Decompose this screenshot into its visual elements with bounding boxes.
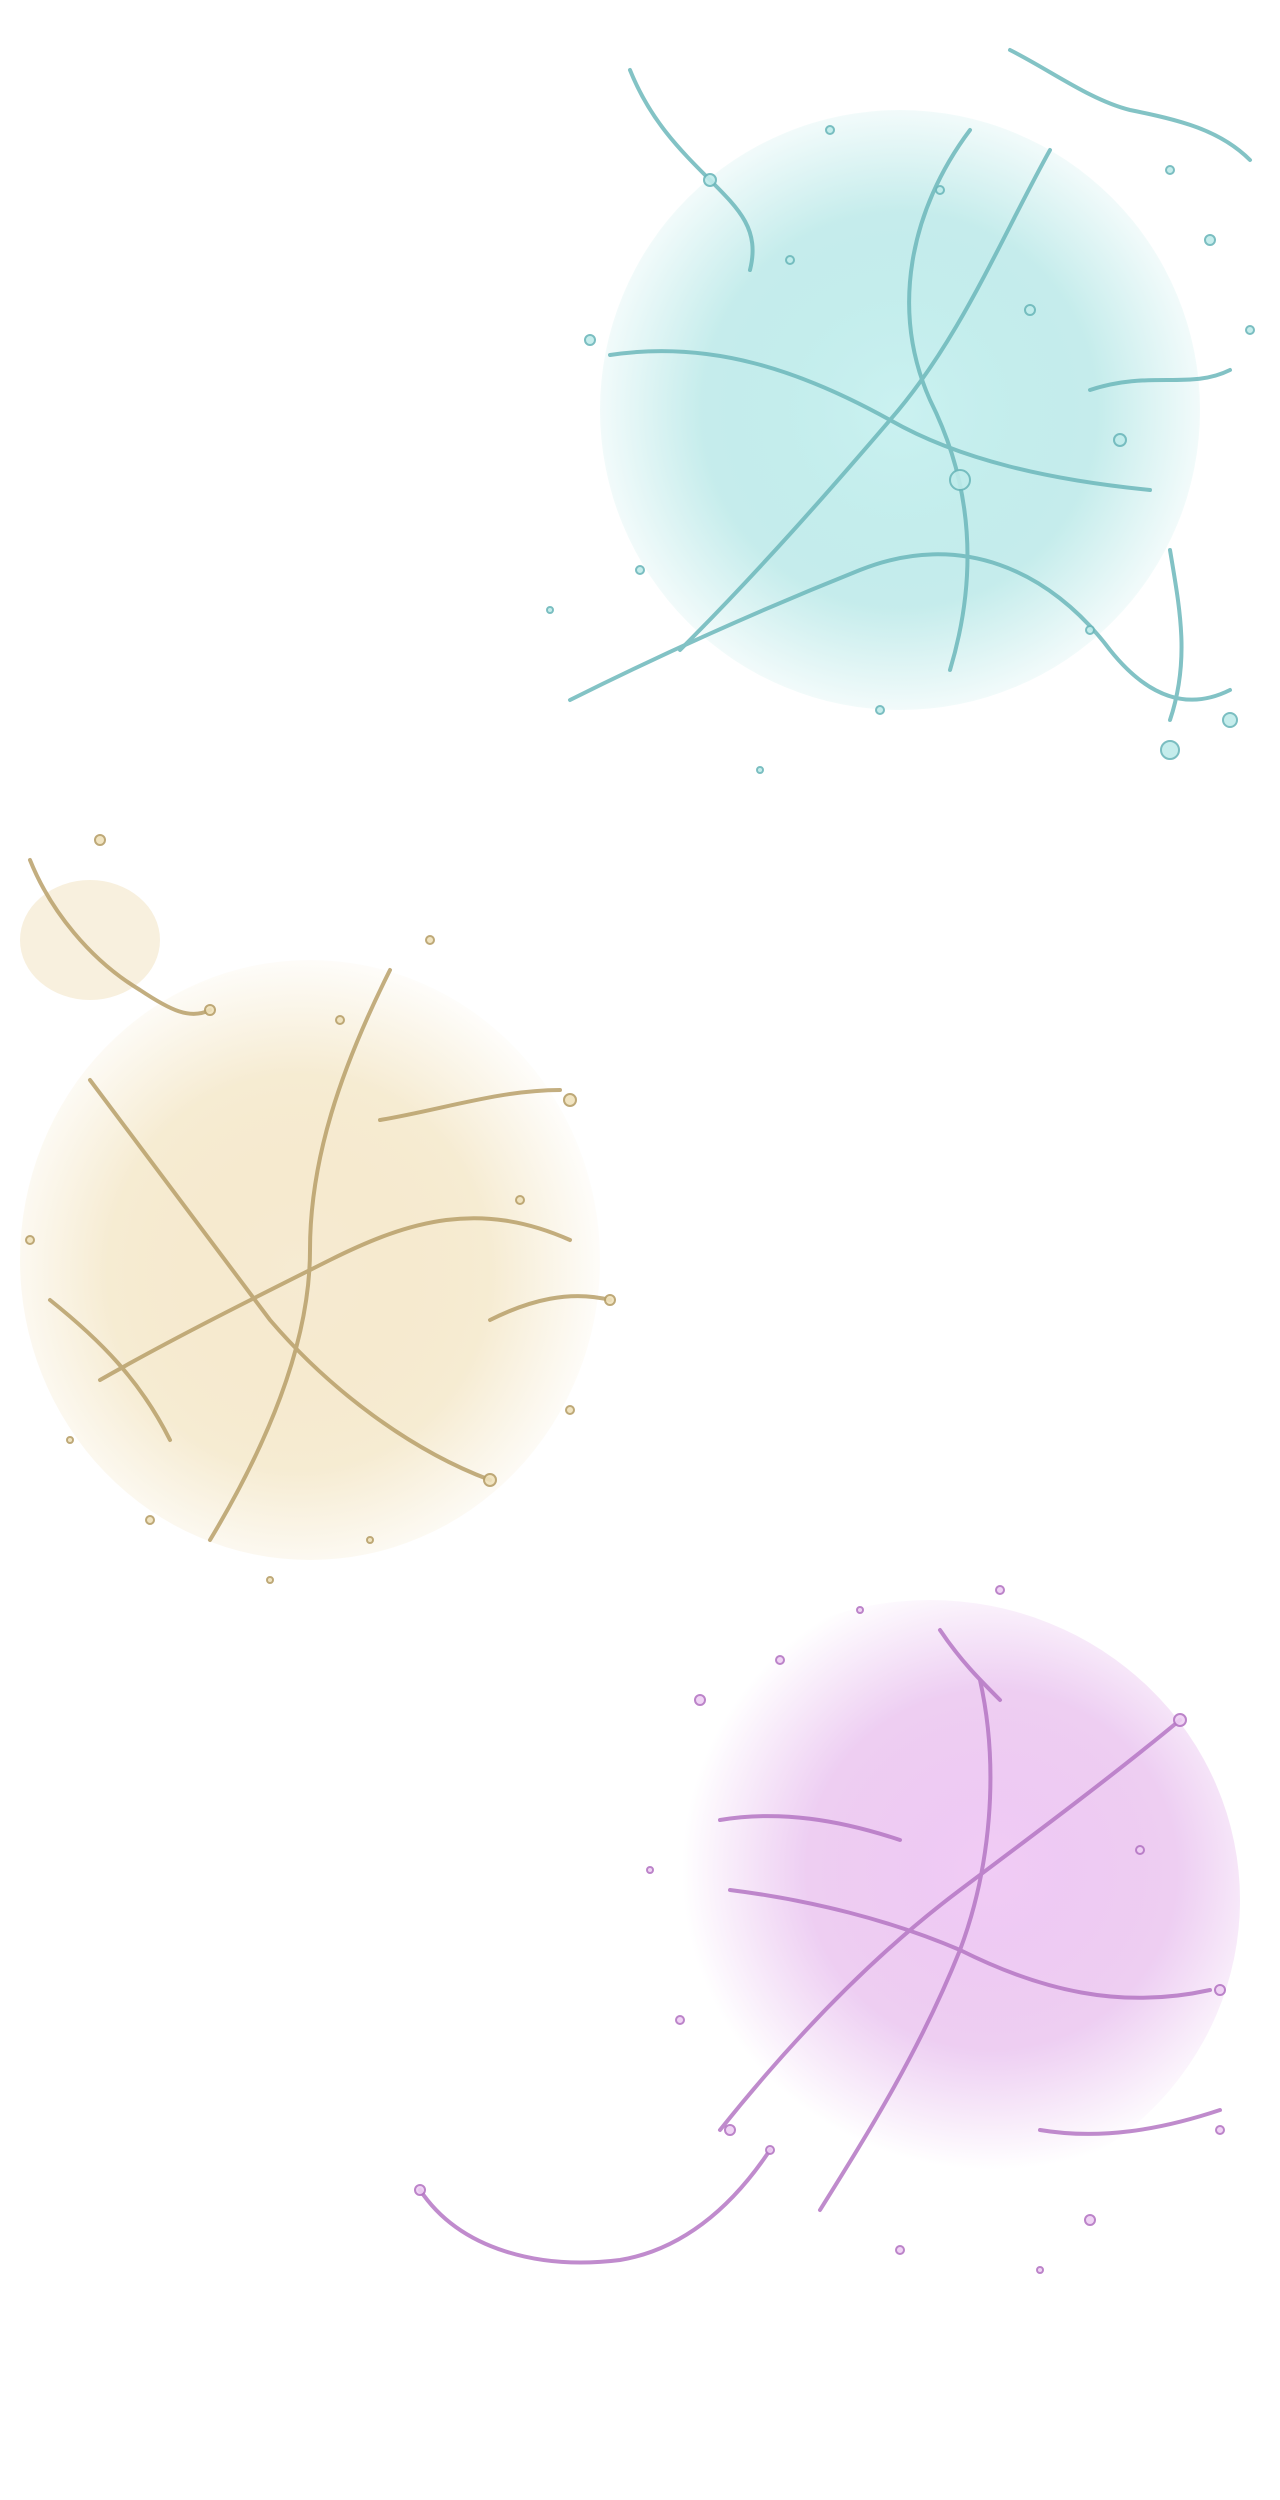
cyan-splash xyxy=(546,48,1255,774)
violet-splash xyxy=(414,1585,1240,2274)
gold-splash xyxy=(20,834,616,1584)
